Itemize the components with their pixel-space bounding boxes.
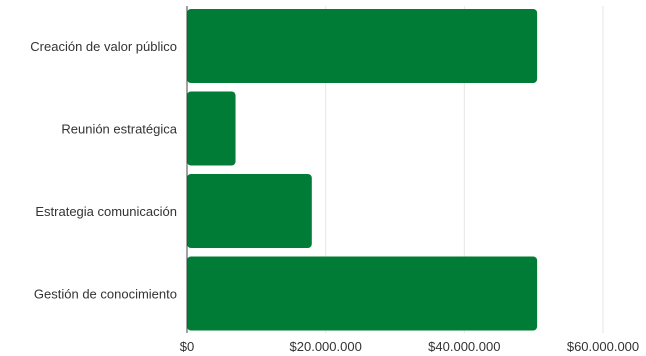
x-tick-label: $0 xyxy=(180,339,194,354)
category-label: Gestión de conocimiento xyxy=(34,287,177,302)
x-tick-label: $40.000.000 xyxy=(428,339,500,354)
category-labels: Creación de valor público Reunión estraté… xyxy=(30,39,177,302)
category-label: Reunión estratégica xyxy=(61,122,177,137)
x-axis-tick-labels: $0 $20.000.000 $40.000.000 $60.000.000 xyxy=(180,339,639,354)
bar[interactable] xyxy=(187,174,312,248)
category-label: Creación de valor público xyxy=(30,39,177,54)
bar[interactable] xyxy=(187,256,538,331)
bar[interactable] xyxy=(187,91,236,166)
x-tick-label: $60.000.000 xyxy=(567,339,639,354)
bar[interactable] xyxy=(187,9,538,83)
bars xyxy=(187,9,538,331)
category-label: Estrategia comunicación xyxy=(35,204,177,219)
x-tick-label: $20.000.000 xyxy=(290,339,362,354)
